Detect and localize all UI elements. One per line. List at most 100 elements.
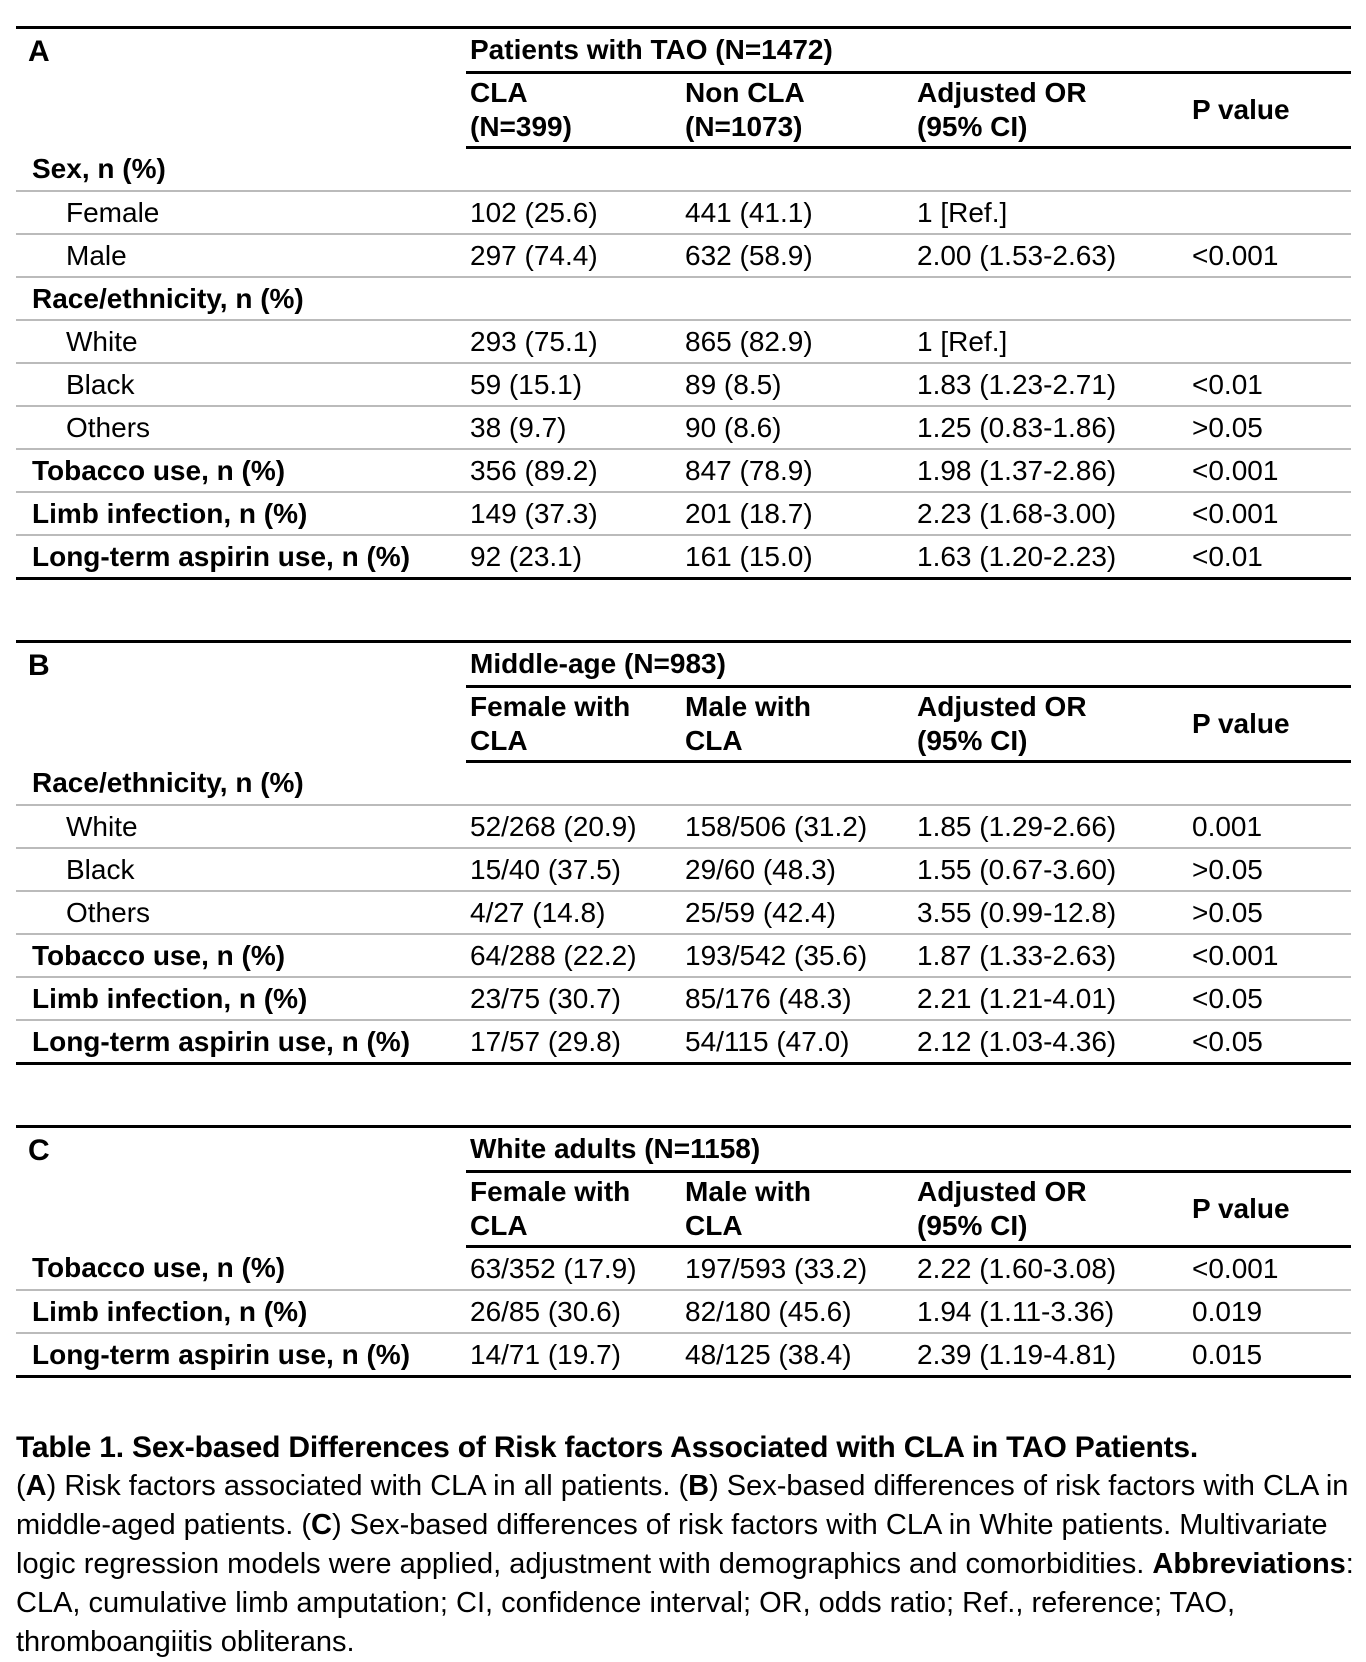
table-cell: 1.94 (1.11-3.36) xyxy=(913,1290,1188,1334)
table-row: Sex, n (%) xyxy=(16,147,1352,192)
column-header: Adjusted OR (95% CI) xyxy=(913,1171,1188,1248)
table-cell: 293 (75.1) xyxy=(466,320,681,364)
table-cell: >0.05 xyxy=(1188,891,1352,935)
table-cell: 48/125 (38.4) xyxy=(681,1333,913,1378)
column-header-line: Non CLA xyxy=(685,77,805,108)
table-cell: 89 (8.5) xyxy=(681,363,913,407)
table-row: Race/ethnicity, n (%) xyxy=(16,277,1352,321)
row-label: Tobacco use, n (%) xyxy=(16,1246,466,1291)
column-header-line: Adjusted OR xyxy=(917,691,1087,722)
row-label: Black xyxy=(16,363,466,407)
table-cell: 14/71 (19.7) xyxy=(466,1333,681,1378)
group-row: B Middle-age (N=983) xyxy=(16,640,1352,762)
column-header-line: CLA xyxy=(470,725,528,756)
table-cell: <0.05 xyxy=(1188,1020,1352,1065)
data-table: A Patients with TAO (N=1472) CLA (N=399) Non… xyxy=(16,26,1352,580)
table-cell: 2.12 (1.03-4.36) xyxy=(913,1020,1188,1065)
table-row: Limb infection, n (%) 149 (37.3) 201 (18.7… xyxy=(16,492,1352,536)
row-label: Limb infection, n (%) xyxy=(16,1290,466,1334)
table-cell xyxy=(681,761,913,806)
column-header-line: CLA xyxy=(685,1210,743,1241)
column-header: CLA (N=399) xyxy=(466,72,681,149)
table-row: Long-term aspirin use, n (%) 17/57 (29.8)… xyxy=(16,1020,1352,1065)
table-cell xyxy=(913,761,1188,806)
table-cell xyxy=(466,277,681,321)
column-header: P value xyxy=(1188,1171,1351,1248)
table-row: White 293 (75.1) 865 (82.9) 1 [Ref.] xyxy=(16,320,1352,364)
table-cell: <0.001 xyxy=(1188,1246,1351,1291)
table-cell: 1.83 (1.23-2.71) xyxy=(913,363,1188,407)
table-cell: <0.05 xyxy=(1188,977,1352,1021)
row-label: Others xyxy=(16,891,466,935)
column-header: Adjusted OR (95% CI) xyxy=(913,72,1188,149)
table-cell: <0.001 xyxy=(1188,449,1352,493)
row-label: Tobacco use, n (%) xyxy=(16,449,466,493)
table-cell: 847 (78.9) xyxy=(681,449,913,493)
column-header-line: (95% CI) xyxy=(917,111,1028,142)
table-cell: >0.05 xyxy=(1188,406,1352,450)
row-label: Race/ethnicity, n (%) xyxy=(16,761,466,806)
table-cell: 201 (18.7) xyxy=(681,492,913,536)
table-cell xyxy=(1188,761,1352,806)
table-row: Tobacco use, n (%) 64/288 (22.2) 193/542 (… xyxy=(16,934,1352,978)
row-label: White xyxy=(16,320,466,364)
table-row: Black 59 (15.1) 89 (8.5) 1.83 (1.23-2.71) <0… xyxy=(16,363,1352,407)
row-label: Male xyxy=(16,234,466,278)
table-body: C White adults (N=1158) Female with CLA Male… xyxy=(16,1125,1351,1378)
group-header: Middle-age (N=983) xyxy=(466,640,1352,688)
table-cell: 1.55 (0.67-3.60) xyxy=(913,848,1188,892)
row-label: Female xyxy=(16,191,466,235)
table-row: White 52/268 (20.9) 158/506 (31.2) 1.85 (1.… xyxy=(16,805,1352,849)
column-header-line: Adjusted OR xyxy=(917,1176,1087,1207)
row-label: Limb infection, n (%) xyxy=(16,977,466,1021)
table-cell: 15/40 (37.5) xyxy=(466,848,681,892)
row-label: Long-term aspirin use, n (%) xyxy=(16,1333,466,1378)
column-header-line: Female with xyxy=(470,1176,631,1207)
column-header-line: (N=1073) xyxy=(685,111,803,142)
table-cell xyxy=(1188,191,1352,235)
row-label: Tobacco use, n (%) xyxy=(16,934,466,978)
table-cell: 2.21 (1.21-4.01) xyxy=(913,977,1188,1021)
table-cell: 26/85 (30.6) xyxy=(466,1290,681,1334)
table-cell: >0.05 xyxy=(1188,848,1352,892)
column-header: Male with CLA xyxy=(681,686,913,763)
column-header-row: CLA (N=399) Non CLA (N=1073) Adjusted OR (95%… xyxy=(16,72,1352,149)
table-cell: 2.23 (1.68-3.00) xyxy=(913,492,1188,536)
column-header: P value xyxy=(1188,686,1352,763)
group-header: Patients with TAO (N=1472) xyxy=(466,26,1352,74)
column-header: Non CLA (N=1073) xyxy=(681,72,913,149)
table-row: Long-term aspirin use, n (%) 92 (23.1) 161… xyxy=(16,535,1352,580)
table-cell: 193/542 (35.6) xyxy=(681,934,913,978)
column-header: Female with CLA xyxy=(466,1171,681,1248)
column-header-line: Male with xyxy=(685,691,812,722)
column-header-line: Adjusted OR xyxy=(917,77,1087,108)
column-header-line: P value xyxy=(1192,1193,1290,1224)
column-header-line: P value xyxy=(1192,94,1290,125)
column-header-row: Female with CLA Male with CLA Adjusted OR (95… xyxy=(16,686,1352,763)
row-label: Sex, n (%) xyxy=(16,147,466,192)
table-cell: 0.019 xyxy=(1188,1290,1351,1334)
table-row: Female 102 (25.6) 441 (41.1) 1 [Ref.] xyxy=(16,191,1352,235)
table-cell: 63/352 (17.9) xyxy=(466,1246,681,1291)
table-cell: 64/288 (22.2) xyxy=(466,934,681,978)
table-cell xyxy=(913,147,1188,192)
column-header-line: CLA xyxy=(685,725,743,756)
table-cell xyxy=(681,277,913,321)
row-label: Long-term aspirin use, n (%) xyxy=(16,535,466,580)
table-cell: <0.001 xyxy=(1188,934,1352,978)
row-label: Black xyxy=(16,848,466,892)
table-row: Limb infection, n (%) 26/85 (30.6) 82/180 … xyxy=(16,1290,1351,1334)
caption-text: A xyxy=(25,1470,47,1502)
column-header-line: (95% CI) xyxy=(917,1210,1028,1241)
table-cell: 1 [Ref.] xyxy=(913,320,1188,364)
caption-title: Table 1. Sex-based Differences of Risk f… xyxy=(16,1431,1199,1464)
table-row: Male 297 (74.4) 632 (58.9) 2.00 (1.53-2.63)… xyxy=(16,234,1352,278)
column-header: Adjusted OR (95% CI) xyxy=(913,686,1188,763)
caption-text: ) Sex-based differences of risk factors … xyxy=(16,1509,1328,1580)
row-label: Race/ethnicity, n (%) xyxy=(16,277,466,321)
table-cell: 23/75 (30.7) xyxy=(466,977,681,1021)
data-table: B Middle-age (N=983) Female with CLA Male wi… xyxy=(16,640,1352,1065)
group-row: A Patients with TAO (N=1472) xyxy=(16,26,1352,148)
table-cell: 149 (37.3) xyxy=(466,492,681,536)
caption-text: C xyxy=(311,1509,332,1541)
